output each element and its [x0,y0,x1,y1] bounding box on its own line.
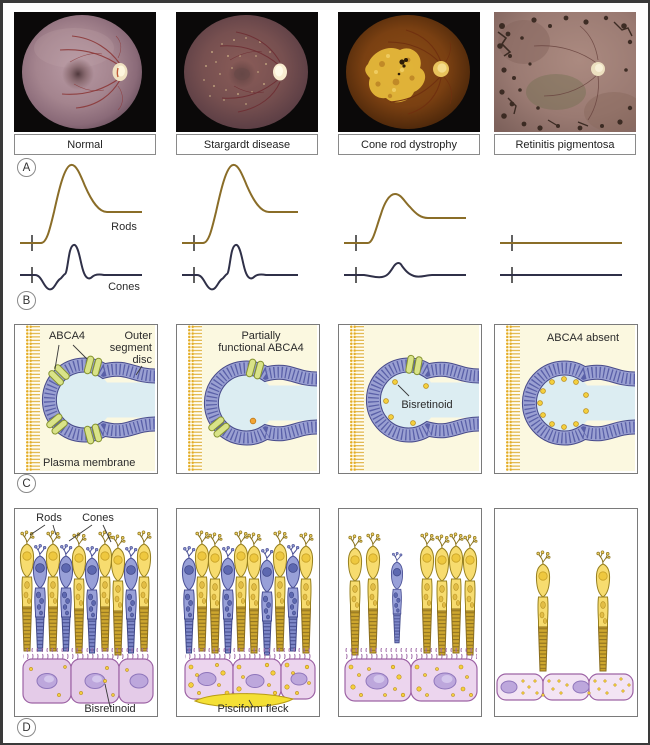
outer-segment-disc-membrane [203,360,317,446]
erg-normal: Rods Cones [14,156,156,312]
pointer-line [68,524,93,542]
cell-panel-rp [494,508,638,717]
panel-label-cone-rod-dystrophy: Cone rod dystrophy [338,134,480,155]
panel-label-text: Normal [67,138,103,151]
svg-text:functional ABCA4: functional ABCA4 [218,342,304,354]
fundus-image-cone-rod-dystrophy [338,12,480,132]
bisretinoid-label: Bisretinoid [84,703,135,714]
plasma-membrane-label: Plasma membrane [43,457,135,469]
pointer-line [135,365,143,376]
partially-functional-label: Partially [241,330,281,342]
bisretinoid-dots [29,665,129,697]
abca4-absent-label: ABCA4 absent [547,332,619,344]
bisretinoid-dots [537,376,589,430]
disc-panel-rp: ABCA4 absent [494,324,638,474]
panel-label-stargardt: Stargardt disease [176,134,318,155]
fundus-image-stargardt [176,12,318,132]
photoreceptor-cells [181,530,314,656]
rpe-cells [184,658,316,700]
section-letter-b: B [17,291,36,310]
outer-segment-disc-membrane [365,357,479,443]
pigment-clump [397,58,408,76]
erg-rods-trace [20,163,142,244]
macula [62,58,94,90]
pisciform-fleck-label: Pisciform fleck [218,703,289,714]
bisretinoid-label: Bisretinoid [401,399,452,411]
pointer-line [104,683,111,708]
retinal-flecks [203,37,271,105]
section-letter-c: C [17,474,36,493]
pisciform-fleck [193,693,295,708]
pointer-line [397,384,410,397]
outer-segment-disc-membrane [41,357,155,443]
panel-label-normal: Normal [14,134,156,155]
cones-label: Cones [82,512,114,524]
rods-label: Rods [111,221,137,233]
rpe-cells [22,658,154,704]
rpe-cells [344,658,478,702]
outer-segment-disc-membrane [521,360,635,446]
bisretinoid-dot [249,417,257,425]
erg-retinitis-pigmentosa [494,156,636,312]
cell-panel-stargardt: Pisciform fleck [176,508,320,717]
fundus-image-retinitis-pigmentosa [494,12,636,132]
rpe-microvilli [185,648,313,659]
cell-panel-cone-rod [338,508,482,717]
disc-panel-cone-rod: Bisretinoid [338,324,482,474]
rpe-microvilli [345,648,477,659]
section-letter-d: D [17,718,36,737]
macular-atrophy-patch [365,47,426,103]
retinal-vessels [387,29,452,115]
bisretinoid-dots [348,664,473,698]
rods-label: Rods [36,512,62,524]
svg-text:segment: segment [110,342,152,354]
disc-lumen [217,374,275,432]
erg-stargardt [176,156,318,312]
rpe-microvilli [23,648,151,659]
panel-label-text: Stargardt disease [203,138,291,151]
section-letter-a: A [17,158,36,177]
atrophic-patch [526,74,586,110]
bone-spicule-pigment [497,15,633,131]
disc-panel-stargardt: Partially functional ABCA4 [176,324,320,474]
erg-rods-trace [182,163,298,244]
photoreceptor-cells [347,532,478,656]
outer-segment-disc-label: Outer [124,330,152,342]
pointer-line [102,524,112,543]
disc-panel-normal: ABCA4 Outer segment disc Plasma membrane [14,324,158,474]
panel-label-retinitis-pigmentosa: Retinitis pigmentosa [494,134,636,155]
disc-lumen [55,371,113,429]
svg-text:disc: disc [132,354,152,366]
erg-cone-rod-dystrophy [338,156,480,312]
pointer-line [72,344,88,360]
pointer-line [29,524,46,536]
pointer-line [248,699,254,708]
erg-cones-trace [344,262,466,279]
degenerating-cone-cell [390,551,404,644]
erg-cones-trace [20,243,142,291]
bisretinoid-dots [521,677,631,697]
retinal-vessels [219,31,281,113]
pointer-line [54,344,60,370]
fundus-image-normal [14,12,156,132]
disc-lumen [379,371,437,429]
cell-panel-normal: Rods Cones Bisretinoid [14,508,158,717]
retinal-vessels [533,25,599,121]
photoreceptor-cells [19,530,152,656]
bisretinoid-dots [383,379,429,426]
cones-label: Cones [108,281,140,293]
erg-rods-trace [344,192,466,244]
panel-label-text: Retinitis pigmentosa [515,138,615,151]
photoreceptor-cells [535,550,611,672]
panel-label-text: Cone rod dystrophy [361,138,457,151]
disc-lumen [535,374,593,432]
erg-cones-trace [182,243,298,291]
pointer-line [52,524,57,536]
rpe-cells [496,673,634,701]
abca4-label: ABCA4 [49,330,85,342]
